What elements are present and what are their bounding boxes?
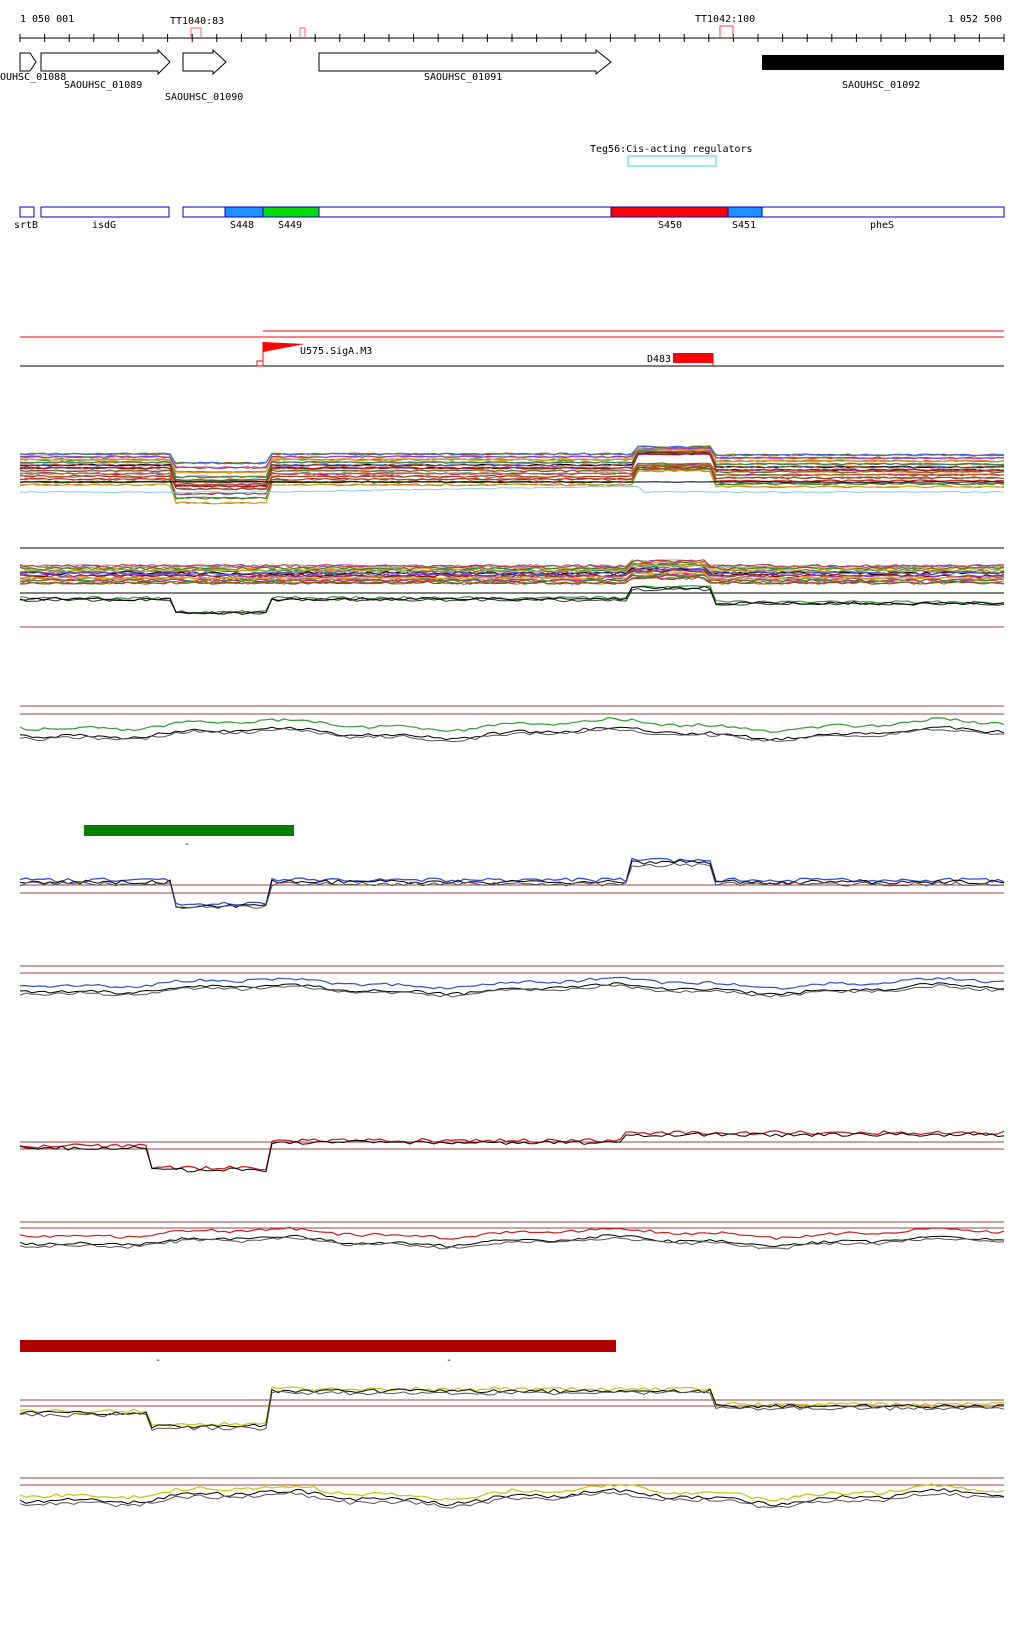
condition-tick: - — [446, 1355, 452, 1366]
segment-track: srtB isdG S448 S449 S450 S451 pheS — [14, 207, 1004, 231]
expression-line — [20, 1484, 1004, 1501]
condition-bar-2: - - — [20, 1340, 616, 1366]
segment-label: S451 — [732, 220, 756, 231]
gene-arrow[interactable] — [41, 50, 170, 74]
ruler-ticks — [20, 34, 1004, 42]
terminator-marker[interactable] — [720, 26, 733, 38]
terminator-label: TT1042:100 — [695, 14, 755, 25]
terminator-marker[interactable] — [300, 28, 305, 38]
expression-line — [20, 1227, 1004, 1239]
deletion-label: D483 — [647, 354, 671, 365]
regulator-label: Teg56:Cis-acting regulators — [590, 144, 753, 155]
regulator-track: Teg56:Cis-acting regulators — [590, 144, 753, 166]
segment-label: S448 — [230, 220, 254, 231]
ruler-start-label: 1 050 001 — [20, 14, 74, 25]
terminator-label: TT1040:83 — [170, 16, 224, 27]
expression-line — [20, 1391, 1004, 1430]
gene-label: SAOUHSC_01090 — [165, 92, 243, 103]
segment-box[interactable] — [728, 207, 762, 217]
segment-label: S450 — [658, 220, 682, 231]
expression-line — [20, 1389, 1004, 1428]
segment-box[interactable] — [762, 207, 1004, 217]
segment-label: srtB — [14, 220, 38, 231]
condition-bar[interactable] — [84, 825, 294, 836]
expression-line — [20, 729, 1004, 742]
gene-label: SAOUHSC_01089 — [64, 80, 142, 91]
expression-line — [20, 1489, 1004, 1506]
gene-label: SAOUHSC_01091 — [424, 72, 502, 83]
segment-box[interactable] — [611, 207, 728, 217]
promoter-label: U575.SigA.M3 — [300, 346, 372, 357]
gene-label: OUHSC_01088 — [0, 72, 66, 83]
segment-box[interactable] — [225, 207, 263, 217]
expression-line — [20, 1492, 1004, 1508]
segment-box[interactable] — [41, 207, 169, 217]
segment-box[interactable] — [263, 207, 319, 217]
expression-line — [20, 863, 1004, 908]
gene-arrow[interactable] — [183, 50, 226, 74]
segment-label: isdG — [92, 220, 116, 231]
promoter-base — [257, 361, 263, 366]
ruler-end-label: 1 052 500 — [948, 14, 1002, 25]
promoter-track: U575.SigA.M3 D483 — [20, 331, 1004, 366]
segment-label: S449 — [278, 220, 302, 231]
condition-tick: - — [155, 1355, 161, 1366]
segment-box[interactable] — [20, 207, 34, 217]
expression-line — [20, 1235, 1004, 1248]
condition-bar[interactable] — [20, 1340, 616, 1352]
condition-tick: - — [184, 839, 190, 850]
segment-box[interactable] — [319, 207, 611, 217]
condition-bar-1: - — [84, 825, 294, 850]
gene-arrow[interactable] — [319, 50, 611, 74]
gene-block[interactable] — [762, 55, 1004, 70]
gene-track: OUHSC_01088 SAOUHSC_01089 SAOUHSC_01090 … — [0, 50, 1004, 103]
expression-line — [20, 718, 1004, 733]
promoter-flag-icon[interactable] — [263, 342, 305, 352]
deletion-box[interactable] — [673, 353, 713, 363]
coordinate-ruler: 1 050 001 1 052 500 — [20, 14, 1004, 42]
segment-box[interactable] — [183, 207, 225, 217]
regulator-box[interactable] — [628, 156, 716, 166]
expression-line — [20, 1237, 1004, 1249]
gene-label: SAOUHSC_01092 — [842, 80, 920, 91]
segment-label: pheS — [870, 220, 894, 231]
expression-line — [20, 978, 1004, 990]
gene-arrow[interactable] — [20, 53, 36, 71]
expression-line — [20, 985, 1004, 997]
expression-line — [20, 1131, 1004, 1170]
expression-line — [20, 1387, 1004, 1426]
